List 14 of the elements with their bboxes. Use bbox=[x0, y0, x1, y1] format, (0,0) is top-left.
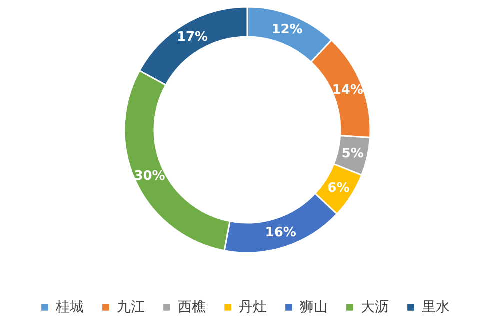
legend-label: 九江 bbox=[117, 299, 145, 316]
legend-label: 里水 bbox=[422, 299, 450, 316]
data-label: 16% bbox=[265, 226, 296, 241]
legend-label: 大沥 bbox=[361, 299, 389, 316]
legend-label: 狮山 bbox=[300, 299, 328, 316]
data-label: 30% bbox=[134, 168, 166, 184]
legend-label: 桂城 bbox=[55, 299, 84, 316]
data-label: 17% bbox=[176, 30, 208, 46]
data-label: 5% bbox=[342, 146, 364, 162]
legend-label: 丹灶 bbox=[239, 299, 267, 316]
data-label: 14% bbox=[332, 83, 364, 98]
legend-label: 西樵 bbox=[178, 299, 206, 316]
data-label: 12% bbox=[272, 22, 303, 38]
data-label: 6% bbox=[328, 180, 350, 196]
